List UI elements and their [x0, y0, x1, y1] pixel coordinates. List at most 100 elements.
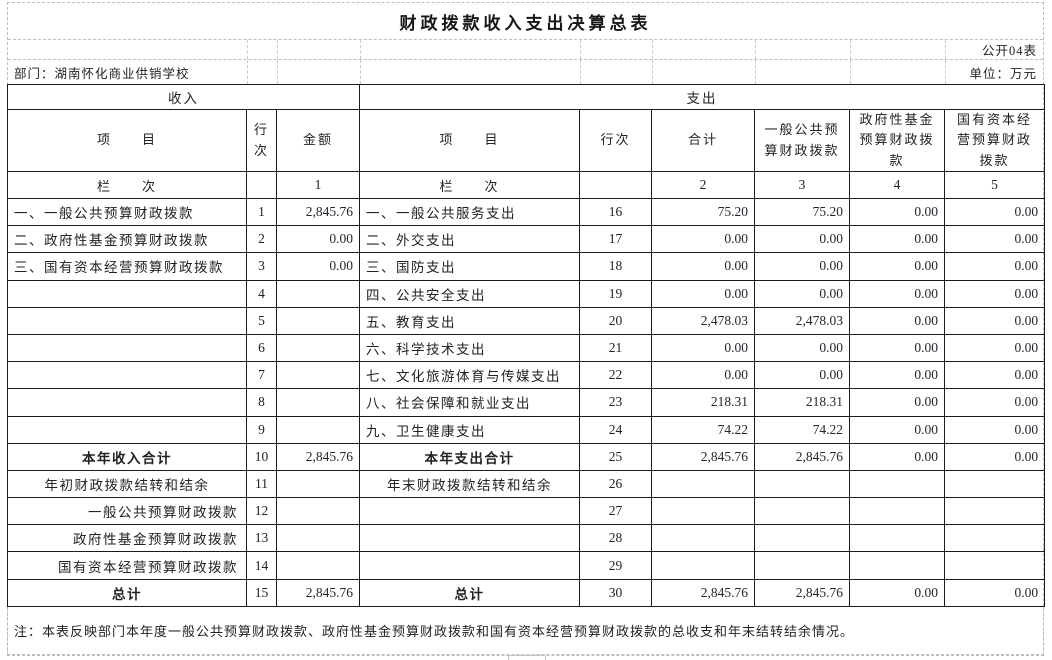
sheet-label-row: 公开04表 [8, 40, 1043, 60]
expenditure-gov-fund-cell [849, 524, 946, 553]
expenditure-total-cell: 75.20 [651, 197, 756, 227]
expenditure-total-cell: 0.00 [651, 361, 756, 390]
income-amount-cell [275, 469, 361, 499]
expenditure-state-capital-cell [944, 497, 1046, 526]
expenditure-item-cell: 二、外交支出 [359, 225, 581, 254]
gridline [945, 60, 946, 84]
income-item-cell: 二、政府性基金预算财政拨款 [7, 225, 247, 254]
lane-number: 2 [651, 171, 756, 199]
expenditure-gov-fund-cell: 0.00 [849, 415, 946, 444]
expenditure-line-cell: 18 [579, 252, 653, 281]
income-item-cell [7, 415, 247, 444]
income-amount-cell [275, 388, 361, 417]
expenditure-item-cell: 四、公共安全支出 [359, 279, 581, 308]
gridline [277, 60, 278, 84]
expenditure-state-capital-cell [944, 551, 1046, 580]
income-line-cell: 8 [246, 388, 277, 417]
table-row: 国有资本经营预算财政拨款 14 29 [7, 551, 1046, 580]
gridline [360, 40, 361, 59]
expenditure-line-cell: 24 [579, 415, 653, 444]
income-line-cell: 10 [246, 442, 277, 471]
expenditure-line-cell: 22 [579, 361, 653, 390]
expenditure-line-cell: 29 [579, 551, 653, 580]
income-amount-cell: 2,845.76 [275, 442, 361, 471]
expenditure-lane-label: 栏 次 [359, 171, 581, 199]
expenditure-general-cell: 0.00 [754, 252, 851, 281]
decision-summary-sheet: 财政拨款收入支出决算总表 公开04表 部门：湖南怀化商业供销学校 单位：万元 [6, 2, 1046, 660]
expenditure-line-cell: 20 [579, 306, 653, 335]
expenditure-state-capital-cell [944, 469, 1046, 499]
gridline [945, 40, 946, 59]
expenditure-total-cell: 2,478.03 [651, 306, 756, 335]
gridline [652, 40, 653, 59]
gridline [850, 60, 851, 84]
table-row: 一、一般公共预算财政拨款 1 2,845.76 一、一般公共服务支出 16 75… [7, 197, 1046, 227]
page-title: 财政拨款收入支出决算总表 [399, 13, 652, 33]
lane-number: 5 [944, 171, 1046, 199]
income-item-cell: 一、一般公共预算财政拨款 [7, 197, 247, 227]
expenditure-general-cell: 2,478.03 [754, 306, 851, 335]
table-row: 4 四、公共安全支出 19 0.00 0.00 0.00 0.00 [7, 279, 1046, 308]
expenditure-state-capital-cell: 0.00 [944, 388, 1046, 417]
expenditure-gov-fund-cell: 0.00 [849, 279, 946, 308]
note-row: 注：本表反映部门本年度一般公共预算财政拨款、政府性基金预算财政拨款和国有资本经营… [7, 606, 1044, 655]
expenditure-general-cell: 2,845.76 [754, 578, 851, 607]
income-item-cell: 本年收入合计 [7, 442, 247, 471]
expenditure-item-cell: 总计 [359, 578, 581, 607]
expenditure-total-cell: 0.00 [651, 279, 756, 308]
table-row: 5 五、教育支出 20 2,478.03 2,478.03 0.00 0.00 [7, 306, 1046, 335]
expenditure-line-cell: 23 [579, 388, 653, 417]
income-line-cell: 12 [246, 497, 277, 526]
expenditure-general-cell: 0.00 [754, 225, 851, 254]
income-item-cell: 年初财政拨款结转和结余 [7, 469, 247, 499]
expenditure-line-header: 行次 [579, 109, 653, 172]
expenditure-state-capital-cell: 0.00 [944, 252, 1046, 281]
income-item-cell [7, 333, 247, 363]
table-row: 一般公共预算财政拨款 12 27 [7, 497, 1046, 526]
expenditure-item-cell [359, 497, 581, 526]
income-lane-label: 栏 次 [7, 171, 247, 199]
expenditure-general-cell: 0.00 [754, 333, 851, 363]
expenditure-total-cell: 2,845.76 [651, 442, 756, 471]
expenditure-item-cell: 八、社会保障和就业支出 [359, 388, 581, 417]
table-row: 三、国有资本经营预算财政拨款 3 0.00 三、国防支出 18 0.00 0.0… [7, 252, 1046, 281]
expenditure-total-cell: 218.31 [651, 388, 756, 417]
gridline [247, 40, 248, 59]
expenditure-gov-fund-cell: 0.00 [849, 225, 946, 254]
page-marker-box [508, 654, 546, 660]
income-item-cell: 总计 [7, 578, 247, 607]
unit-label: 单位：万元 [969, 66, 1037, 81]
table-note: 注：本表反映部门本年度一般公共预算财政拨款、政府性基金预算财政拨款和国有资本经营… [14, 623, 855, 639]
gridline [755, 60, 756, 84]
income-line-cell: 6 [246, 333, 277, 363]
expenditure-line-cell: 27 [579, 497, 653, 526]
income-amount-cell: 2,845.76 [275, 197, 361, 227]
income-line-cell: 4 [246, 279, 277, 308]
lane-number: 4 [849, 171, 946, 199]
gridline [652, 60, 653, 84]
income-amount-cell: 0.00 [275, 225, 361, 254]
expenditure-state-capital-cell: 0.00 [944, 361, 1046, 390]
expenditure-general-cell [754, 469, 851, 499]
expenditure-line-cell: 19 [579, 279, 653, 308]
table-row: 二、政府性基金预算财政拨款 2 0.00 二、外交支出 17 0.00 0.00… [7, 225, 1046, 254]
expenditure-general-cell [754, 497, 851, 526]
gridline [277, 40, 278, 59]
table-row-grand-total: 总计 15 2,845.76 总计 30 2,845.76 2,845.76 0… [7, 578, 1046, 607]
income-section-header: 收入 [6, 84, 361, 110]
table-row: 9 九、卫生健康支出 24 74.22 74.22 0.00 0.00 [7, 415, 1046, 444]
expenditure-total-cell [651, 524, 756, 553]
income-item-cell [7, 388, 247, 417]
income-amount-cell [275, 497, 361, 526]
expenditure-gov-fund-cell [849, 497, 946, 526]
income-amount-cell [275, 279, 361, 308]
income-line-cell: 3 [246, 252, 277, 281]
expenditure-gov-fund-cell: 0.00 [849, 252, 946, 281]
expenditure-gov-fund-cell: 0.00 [849, 361, 946, 390]
expenditure-general-cell: 74.22 [754, 415, 851, 444]
title-row: 财政拨款收入支出决算总表 [8, 3, 1043, 40]
gridline [247, 60, 248, 84]
expenditure-state-capital-cell: 0.00 [944, 442, 1046, 471]
sheet-number-label: 公开04表 [981, 44, 1037, 58]
expenditure-item-cell: 年末财政拨款结转和结余 [359, 469, 581, 499]
